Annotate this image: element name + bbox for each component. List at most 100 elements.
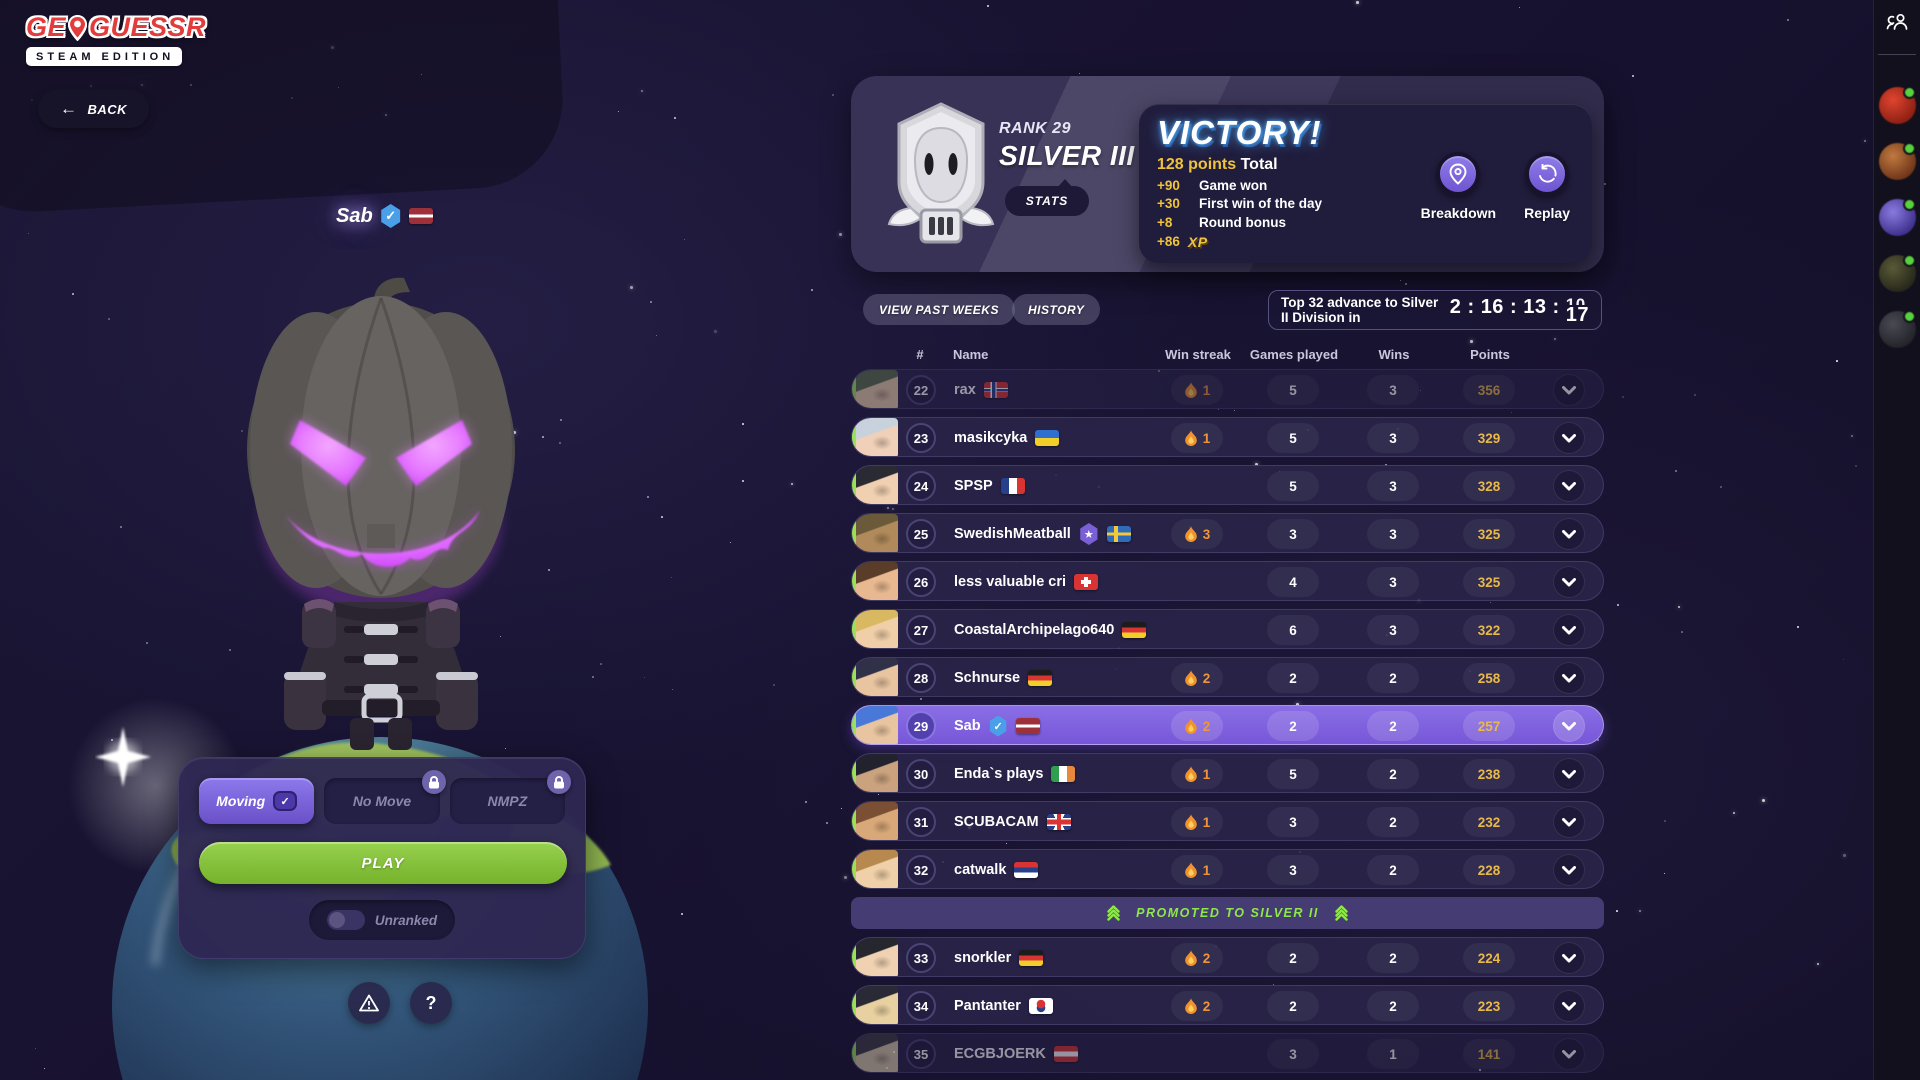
breakdown-button[interactable]: Breakdown (1421, 152, 1496, 221)
avatar (852, 514, 898, 552)
replay-button[interactable]: Replay (1524, 152, 1570, 221)
chevron-down-icon (1562, 577, 1576, 586)
flame-icon (1184, 430, 1197, 446)
table-row[interactable]: 33 snorkler 2 2 2 224 (851, 937, 1604, 977)
mode-button-nmpz[interactable]: NMPZ (449, 770, 571, 824)
chevron-down-icon (1562, 673, 1576, 682)
expand-row-button[interactable] (1553, 990, 1585, 1022)
division-label: SILVER III (999, 140, 1135, 171)
games-played-cell: 4 (1267, 567, 1319, 597)
lock-icon (421, 770, 446, 794)
header-wins: Wins (1378, 347, 1410, 362)
header-rank: # (916, 347, 924, 362)
header-points: Points (1470, 347, 1510, 362)
player-name-cell: masikcyka (944, 430, 1151, 446)
sidebar-divider (1878, 54, 1916, 55)
friend-avatar[interactable] (1878, 199, 1916, 236)
friend-avatar[interactable] (1878, 87, 1916, 124)
promotion-countdown: Top 32 advance to Silver II Division in … (1268, 290, 1602, 330)
header-win-streak: Win streak (1165, 347, 1231, 362)
table-row[interactable]: 31 SCUBACAM 1 3 2 232 (851, 801, 1604, 841)
countdown-time: 2 : 16 : 13 : 1017 (1449, 295, 1589, 326)
rank-badge: 26 (906, 567, 936, 597)
table-row[interactable]: 22 rax 1 5 3 356 (851, 369, 1604, 409)
friend-avatar[interactable] (1878, 311, 1916, 348)
expand-row-button[interactable] (1553, 1038, 1585, 1070)
expand-row-button[interactable] (1553, 518, 1585, 550)
header-games-played: Games played (1249, 347, 1339, 362)
flag-ie-icon (1051, 766, 1076, 782)
stats-button[interactable]: STATS (1005, 179, 1089, 216)
player-tag: Sab ✓ (336, 204, 433, 228)
avatar (852, 1034, 898, 1072)
view-past-weeks-button[interactable]: VIEW PAST WEEKS (863, 294, 1015, 325)
player-name: SCUBACAM (954, 814, 1039, 830)
expand-row-button[interactable] (1553, 566, 1585, 598)
expand-row-button[interactable] (1553, 710, 1585, 742)
table-row[interactable]: 29 Sab ✓ 2 2 2 257 (851, 705, 1604, 745)
wins-cell: 2 (1367, 663, 1419, 693)
expand-row-button[interactable] (1553, 854, 1585, 886)
table-row[interactable]: 24 SPSP 5 3 328 (851, 465, 1604, 505)
table-row[interactable]: 27 CoastalArchipelago640 6 3 322 (851, 609, 1604, 649)
table-row[interactable]: 35 ECGBJOERK 3 1 141 (851, 1033, 1604, 1073)
chevron-down-icon (1562, 625, 1576, 634)
report-button[interactable] (348, 982, 390, 1024)
promotion-up-icon (1107, 905, 1120, 921)
breakdown-line: +8 Round bonus (1157, 215, 1574, 230)
friend-avatar[interactable] (1878, 255, 1916, 292)
rank-badge: 27 (906, 615, 936, 645)
history-button[interactable]: HISTORY (1012, 294, 1101, 325)
expand-row-button[interactable] (1553, 374, 1585, 406)
total-points-label: Total (1240, 156, 1278, 173)
player-name: Schnurse (954, 670, 1021, 686)
player-name: Sab (954, 718, 981, 734)
help-button[interactable]: ? (410, 982, 452, 1024)
victory-title: VICTORY! (1157, 114, 1322, 151)
sidebar-avatar-list (1874, 55, 1920, 348)
table-row[interactable]: 30 Enda`s plays 1 5 2 238 (851, 753, 1604, 793)
mode-button-moving[interactable]: Moving ✓ (199, 778, 315, 824)
flame-icon (1184, 382, 1197, 398)
table-row[interactable]: 23 masikcyka 1 5 3 329 (851, 417, 1604, 457)
play-button[interactable]: PLAY (199, 842, 567, 884)
avatar (852, 562, 898, 600)
check-icon: ✓ (273, 791, 298, 811)
header-name: Name (953, 347, 989, 362)
mode-label: Moving (216, 793, 266, 809)
friends-panel-button[interactable] (1874, 0, 1920, 46)
games-played-cell: 5 (1267, 375, 1319, 405)
points-cell: 224 (1463, 943, 1515, 973)
mode-button-no-move[interactable]: No Move (324, 770, 446, 824)
expand-row-button[interactable] (1553, 422, 1585, 454)
flame-icon (1184, 766, 1197, 782)
table-row[interactable]: 25 SwedishMeatball ★ 3 3 3 325 (851, 513, 1604, 553)
verified-badge-icon: ✓ (381, 204, 401, 228)
line-label: Round bonus (1199, 214, 1286, 230)
flag-kr-icon (1028, 998, 1053, 1014)
expand-row-button[interactable] (1553, 662, 1585, 694)
silver-rank-emblem-icon (887, 102, 995, 244)
expand-row-button[interactable] (1553, 470, 1585, 502)
back-button[interactable]: ← BACK (38, 90, 150, 128)
flag-gb-icon (1046, 814, 1071, 830)
table-row[interactable]: 28 Schnurse 2 2 2 258 (851, 657, 1604, 697)
expand-row-button[interactable] (1553, 614, 1585, 646)
chevron-down-icon (1562, 481, 1576, 490)
unranked-toggle[interactable]: Unranked (308, 900, 456, 940)
chevron-down-icon (1562, 865, 1576, 874)
table-row[interactable]: 32 catwalk 1 3 2 228 (851, 849, 1604, 889)
expand-row-button[interactable] (1553, 758, 1585, 790)
table-row[interactable]: 34 Pantanter 2 2 2 223 (851, 985, 1604, 1025)
expand-row-button[interactable] (1553, 806, 1585, 838)
mode-label: NMPZ (487, 793, 528, 809)
expand-row-button[interactable] (1553, 942, 1585, 974)
wins-cell: 2 (1367, 759, 1419, 789)
player-name-cell: Pantanter (944, 998, 1151, 1014)
friend-avatar[interactable] (1878, 143, 1916, 180)
toggle-track[interactable] (326, 910, 365, 930)
player-name: less valuable cri (954, 574, 1067, 590)
replay-icon (1539, 164, 1557, 183)
points-cell: 258 (1463, 663, 1515, 693)
table-row[interactable]: 26 less valuable cri 4 3 325 (851, 561, 1604, 601)
